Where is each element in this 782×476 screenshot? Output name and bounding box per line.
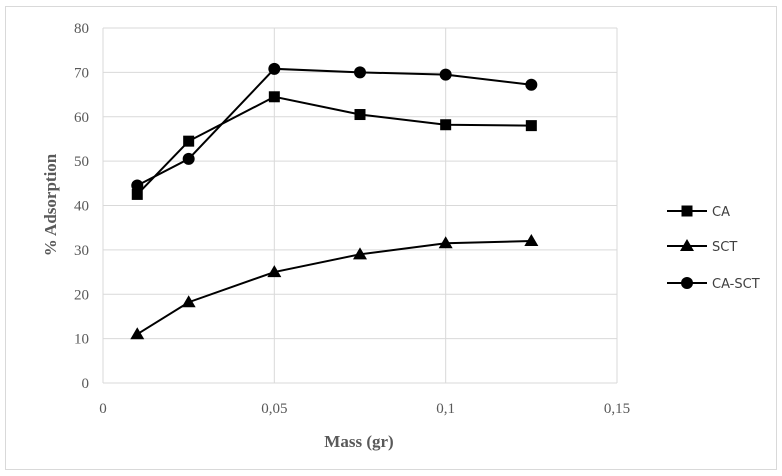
legend-label-sct: SCT xyxy=(712,240,737,255)
y-tick-label: 20 xyxy=(74,287,89,303)
data-point-ca xyxy=(268,91,280,103)
data-point-ca-sct xyxy=(182,152,195,165)
y-tick-label: 10 xyxy=(74,332,89,348)
data-point-sct xyxy=(524,234,539,246)
x-tick-label: 0,1 xyxy=(436,401,455,417)
x-tick-label: 0,05 xyxy=(261,401,287,417)
data-point-sct xyxy=(130,327,145,340)
y-tick-label: 50 xyxy=(74,154,89,170)
series-line-ca-sct xyxy=(136,67,532,187)
data-point-sct xyxy=(181,295,196,308)
data-point-ca-sct xyxy=(268,62,281,75)
y-tick-label: 60 xyxy=(74,110,89,126)
data-point-ca-sct xyxy=(131,179,144,192)
y-tick-label: 30 xyxy=(74,243,89,259)
x-tick-labels: 0 0,05 0,1 0,15 xyxy=(99,401,630,417)
y-tick-labels: 0 10 20 30 40 50 60 70 80 xyxy=(74,21,89,392)
legend-marker-ca xyxy=(681,205,693,217)
series-line-ca xyxy=(136,95,532,196)
data-point-ca-sct xyxy=(525,78,538,91)
data-point-ca xyxy=(354,109,366,121)
legend-marker-ca-sct xyxy=(681,277,693,289)
legend-marker-sct xyxy=(680,239,694,251)
data-point-sct xyxy=(353,247,367,260)
y-tick-label: 70 xyxy=(74,65,89,81)
chart-frame xyxy=(5,6,777,470)
grid-lines xyxy=(102,27,618,384)
series-line-sct xyxy=(136,240,532,336)
data-point-ca-sct xyxy=(354,66,366,79)
data-point-ca xyxy=(183,135,195,147)
x-tick-label: 0 xyxy=(99,401,107,417)
data-point-ca xyxy=(440,119,452,131)
legend-label-ca: CA xyxy=(712,205,730,220)
legend: CA SCT CA-SCT xyxy=(667,205,760,292)
x-axis-title: Mass (gr) xyxy=(324,432,393,451)
y-tick-label: 0 xyxy=(82,376,90,392)
data-point-ca-sct xyxy=(439,68,452,81)
x-tick-label: 0,15 xyxy=(604,401,630,417)
y-axis-title: % Adsorption xyxy=(41,153,60,256)
data-point-sct xyxy=(267,265,282,278)
data-point-ca xyxy=(525,120,537,132)
legend-label-ca-sct: CA-SCT xyxy=(712,277,760,292)
series-group xyxy=(130,62,539,340)
data-point-ca xyxy=(131,188,143,200)
data-point-sct xyxy=(438,236,453,249)
y-tick-label: 80 xyxy=(74,21,89,37)
y-tick-label: 40 xyxy=(74,199,89,215)
